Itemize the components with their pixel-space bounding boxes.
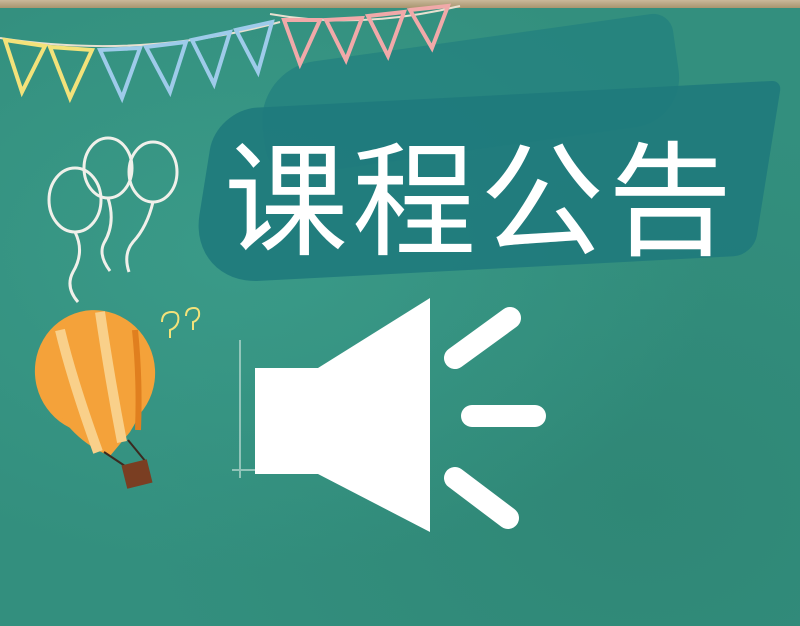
hot-air-balloon (34, 310, 156, 489)
question-marks-doodle (161, 306, 201, 338)
board-frame (0, 0, 800, 8)
balloons-doodle (47, 136, 179, 303)
pennant-bunting (0, 3, 461, 104)
banner-title: 课程公告 (224, 131, 737, 275)
speaker-volume-icon (255, 298, 546, 532)
